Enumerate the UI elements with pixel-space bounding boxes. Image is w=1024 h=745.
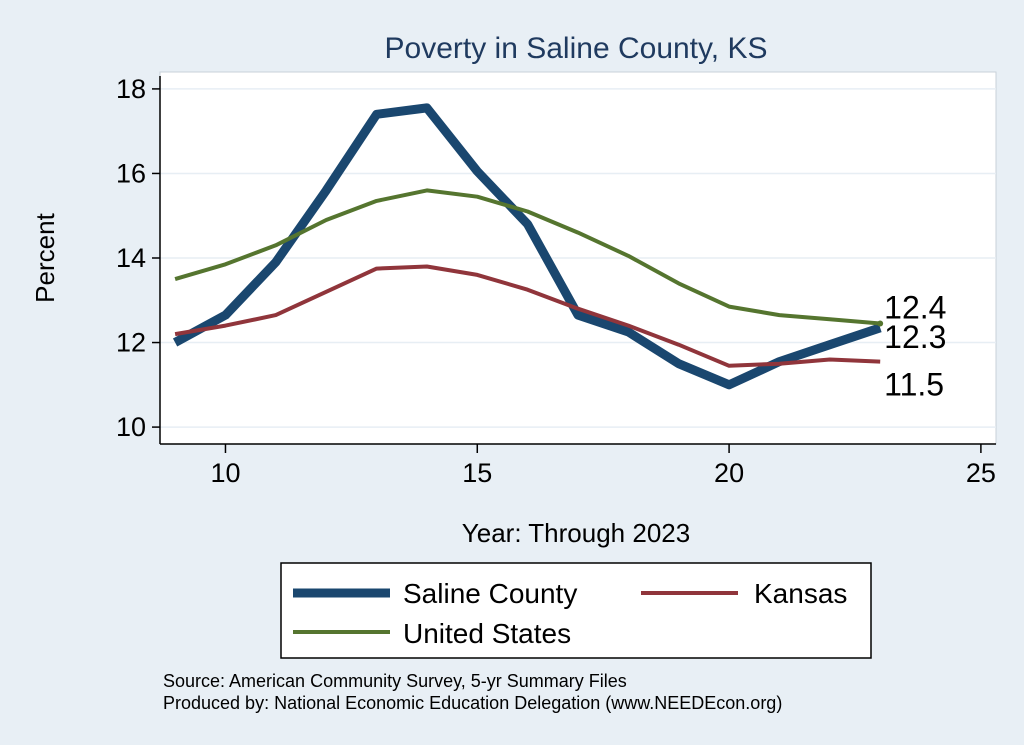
legend-label-saline-county: Saline County bbox=[403, 578, 577, 609]
legend: Saline County Kansas United States bbox=[280, 562, 872, 659]
axes: 10 12 14 16 18 10 15 20 25 bbox=[116, 74, 996, 488]
end-labels: 12.3 11.5 12.4 bbox=[884, 290, 946, 403]
legend-label-united-states: United States bbox=[403, 618, 571, 649]
x-tick-label: 25 bbox=[966, 458, 996, 488]
series-line-kansas bbox=[174, 264, 881, 368]
x-tick-label: 15 bbox=[462, 458, 492, 488]
legend-box bbox=[280, 562, 872, 659]
chart-title: Poverty in Saline County, KS bbox=[385, 32, 768, 65]
grid bbox=[160, 88, 996, 428]
y-tick-label: 14 bbox=[116, 243, 146, 273]
y-tick-label: 18 bbox=[116, 74, 146, 104]
end-label-united-states: 12.4 bbox=[884, 290, 946, 326]
series-line-united-states bbox=[174, 188, 881, 326]
series-lines bbox=[172, 103, 884, 390]
legend-label-kansas: Kansas bbox=[754, 578, 847, 609]
y-tick-label: 16 bbox=[116, 158, 146, 188]
y-tick-label: 10 bbox=[116, 412, 146, 442]
y-axis-title: Percent bbox=[30, 212, 60, 302]
x-tick-label: 10 bbox=[210, 458, 240, 488]
x-axis-title: Year: Through 2023 bbox=[462, 518, 690, 548]
end-label-saline-county: 12.3 bbox=[884, 319, 946, 355]
x-tick-label: 20 bbox=[714, 458, 744, 488]
source-note: Source: American Community Survey, 5-yr … bbox=[163, 671, 627, 691]
y-tick-label: 12 bbox=[116, 328, 146, 358]
end-label-kansas: 11.5 bbox=[884, 367, 944, 403]
producer-note: Produced by: National Economic Education… bbox=[163, 693, 782, 713]
end-marker-united-states bbox=[877, 320, 884, 327]
